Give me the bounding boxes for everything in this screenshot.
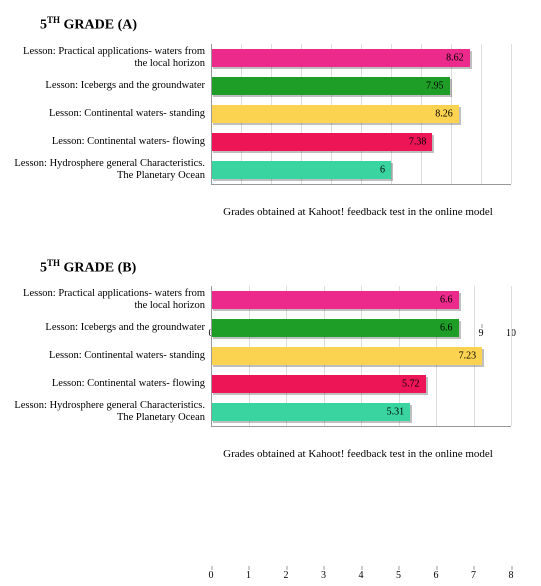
category-label: Lesson: Icebergs and the groundwater [10,72,205,100]
bar-row: 7.23 [211,342,511,370]
x-axis-line [211,426,511,427]
category-label: Lesson: Hydrosphere general Characterist… [10,156,205,184]
title-suffix: GRADE (A) [60,18,137,33]
bar-row: 8.26 [211,100,511,128]
title-prefix: 5 [40,260,47,275]
category-label: Lesson: Practical applications- waters f… [10,286,205,314]
x-tick-label: 8 [509,570,514,581]
title-sup: TH [47,15,60,25]
x-tick-label: 4 [359,570,364,581]
category-label: Lesson: Continental waters- flowing [10,128,205,156]
category-label: Lesson: Hydrosphere general Characterist… [10,398,205,426]
y-axis-labels: Lesson: Practical applications- waters f… [10,286,211,446]
x-axis-line [211,184,511,185]
category-label: Lesson: Continental waters- flowing [10,370,205,398]
y-axis-labels: Lesson: Practical applications- waters f… [10,44,211,204]
bar-value-label: 6.6 [440,295,453,306]
bar-row: 5.72 [211,370,511,398]
bar: 6.6 [211,319,459,337]
y-axis-line [211,286,212,426]
x-axis-title: Grades obtained at Kahoot! feedback test… [205,206,511,218]
bar: 8.26 [211,105,459,123]
bar: 7.95 [211,77,450,95]
plot-area: 8.627.958.267.386012345678910 [211,44,511,204]
bar-value-label: 5.31 [387,407,405,418]
bar-row: 6.6 [211,314,511,342]
plot-area: 6.66.67.235.725.31012345678 [211,286,511,446]
grid-line [511,286,512,426]
bar-value-label: 7.95 [426,80,444,91]
bar-row: 8.62 [211,44,511,72]
bar-value-label: 6 [380,164,385,175]
title-suffix: GRADE (B) [60,260,136,275]
bar: 5.72 [211,375,426,393]
x-tick-label: 1 [246,570,251,581]
bar-row: 7.95 [211,72,511,100]
bar: 5.31 [211,403,410,421]
x-tick-label: 6 [434,570,439,581]
chart-block: 5TH GRADE (B) Lesson: Practical applicati… [10,258,531,461]
bar: 6 [211,161,391,179]
x-tick-label: 0 [209,570,214,581]
bar: 7.23 [211,347,482,365]
bar-value-label: 7.23 [459,351,477,362]
x-tick-label: 2 [284,570,289,581]
category-label: Lesson: Continental waters- standing [10,100,205,128]
bar-row: 6 [211,156,511,184]
bar-row: 5.31 [211,398,511,426]
bar-value-label: 6.6 [440,323,453,334]
category-label: Lesson: Icebergs and the groundwater [10,314,205,342]
bar-row: 6.6 [211,286,511,314]
category-label: Lesson: Continental waters- standing [10,342,205,370]
bar-row: 7.38 [211,128,511,156]
x-tick-label: 7 [471,570,476,581]
y-axis-line [211,44,212,184]
bar-value-label: 8.26 [435,108,453,119]
x-tick-label: 5 [396,570,401,581]
category-label: Lesson: Practical applications- waters f… [10,44,205,72]
chart-title: 5TH GRADE (B) [40,258,531,277]
x-tick-label: 3 [321,570,326,581]
grid-line [511,44,512,184]
title-prefix: 5 [40,18,47,33]
x-axis-title: Grades obtained at Kahoot! feedback test… [205,448,511,460]
bar: 6.6 [211,291,459,309]
chart-block: 5TH GRADE (A) Lesson: Practical applicati… [10,15,531,218]
bar: 8.62 [211,49,470,67]
chart-title: 5TH GRADE (A) [40,15,531,34]
title-sup: TH [47,258,60,268]
bar-value-label: 5.72 [402,379,420,390]
bar-value-label: 7.38 [409,136,427,147]
bar: 7.38 [211,133,432,151]
bar-value-label: 8.62 [446,52,464,63]
